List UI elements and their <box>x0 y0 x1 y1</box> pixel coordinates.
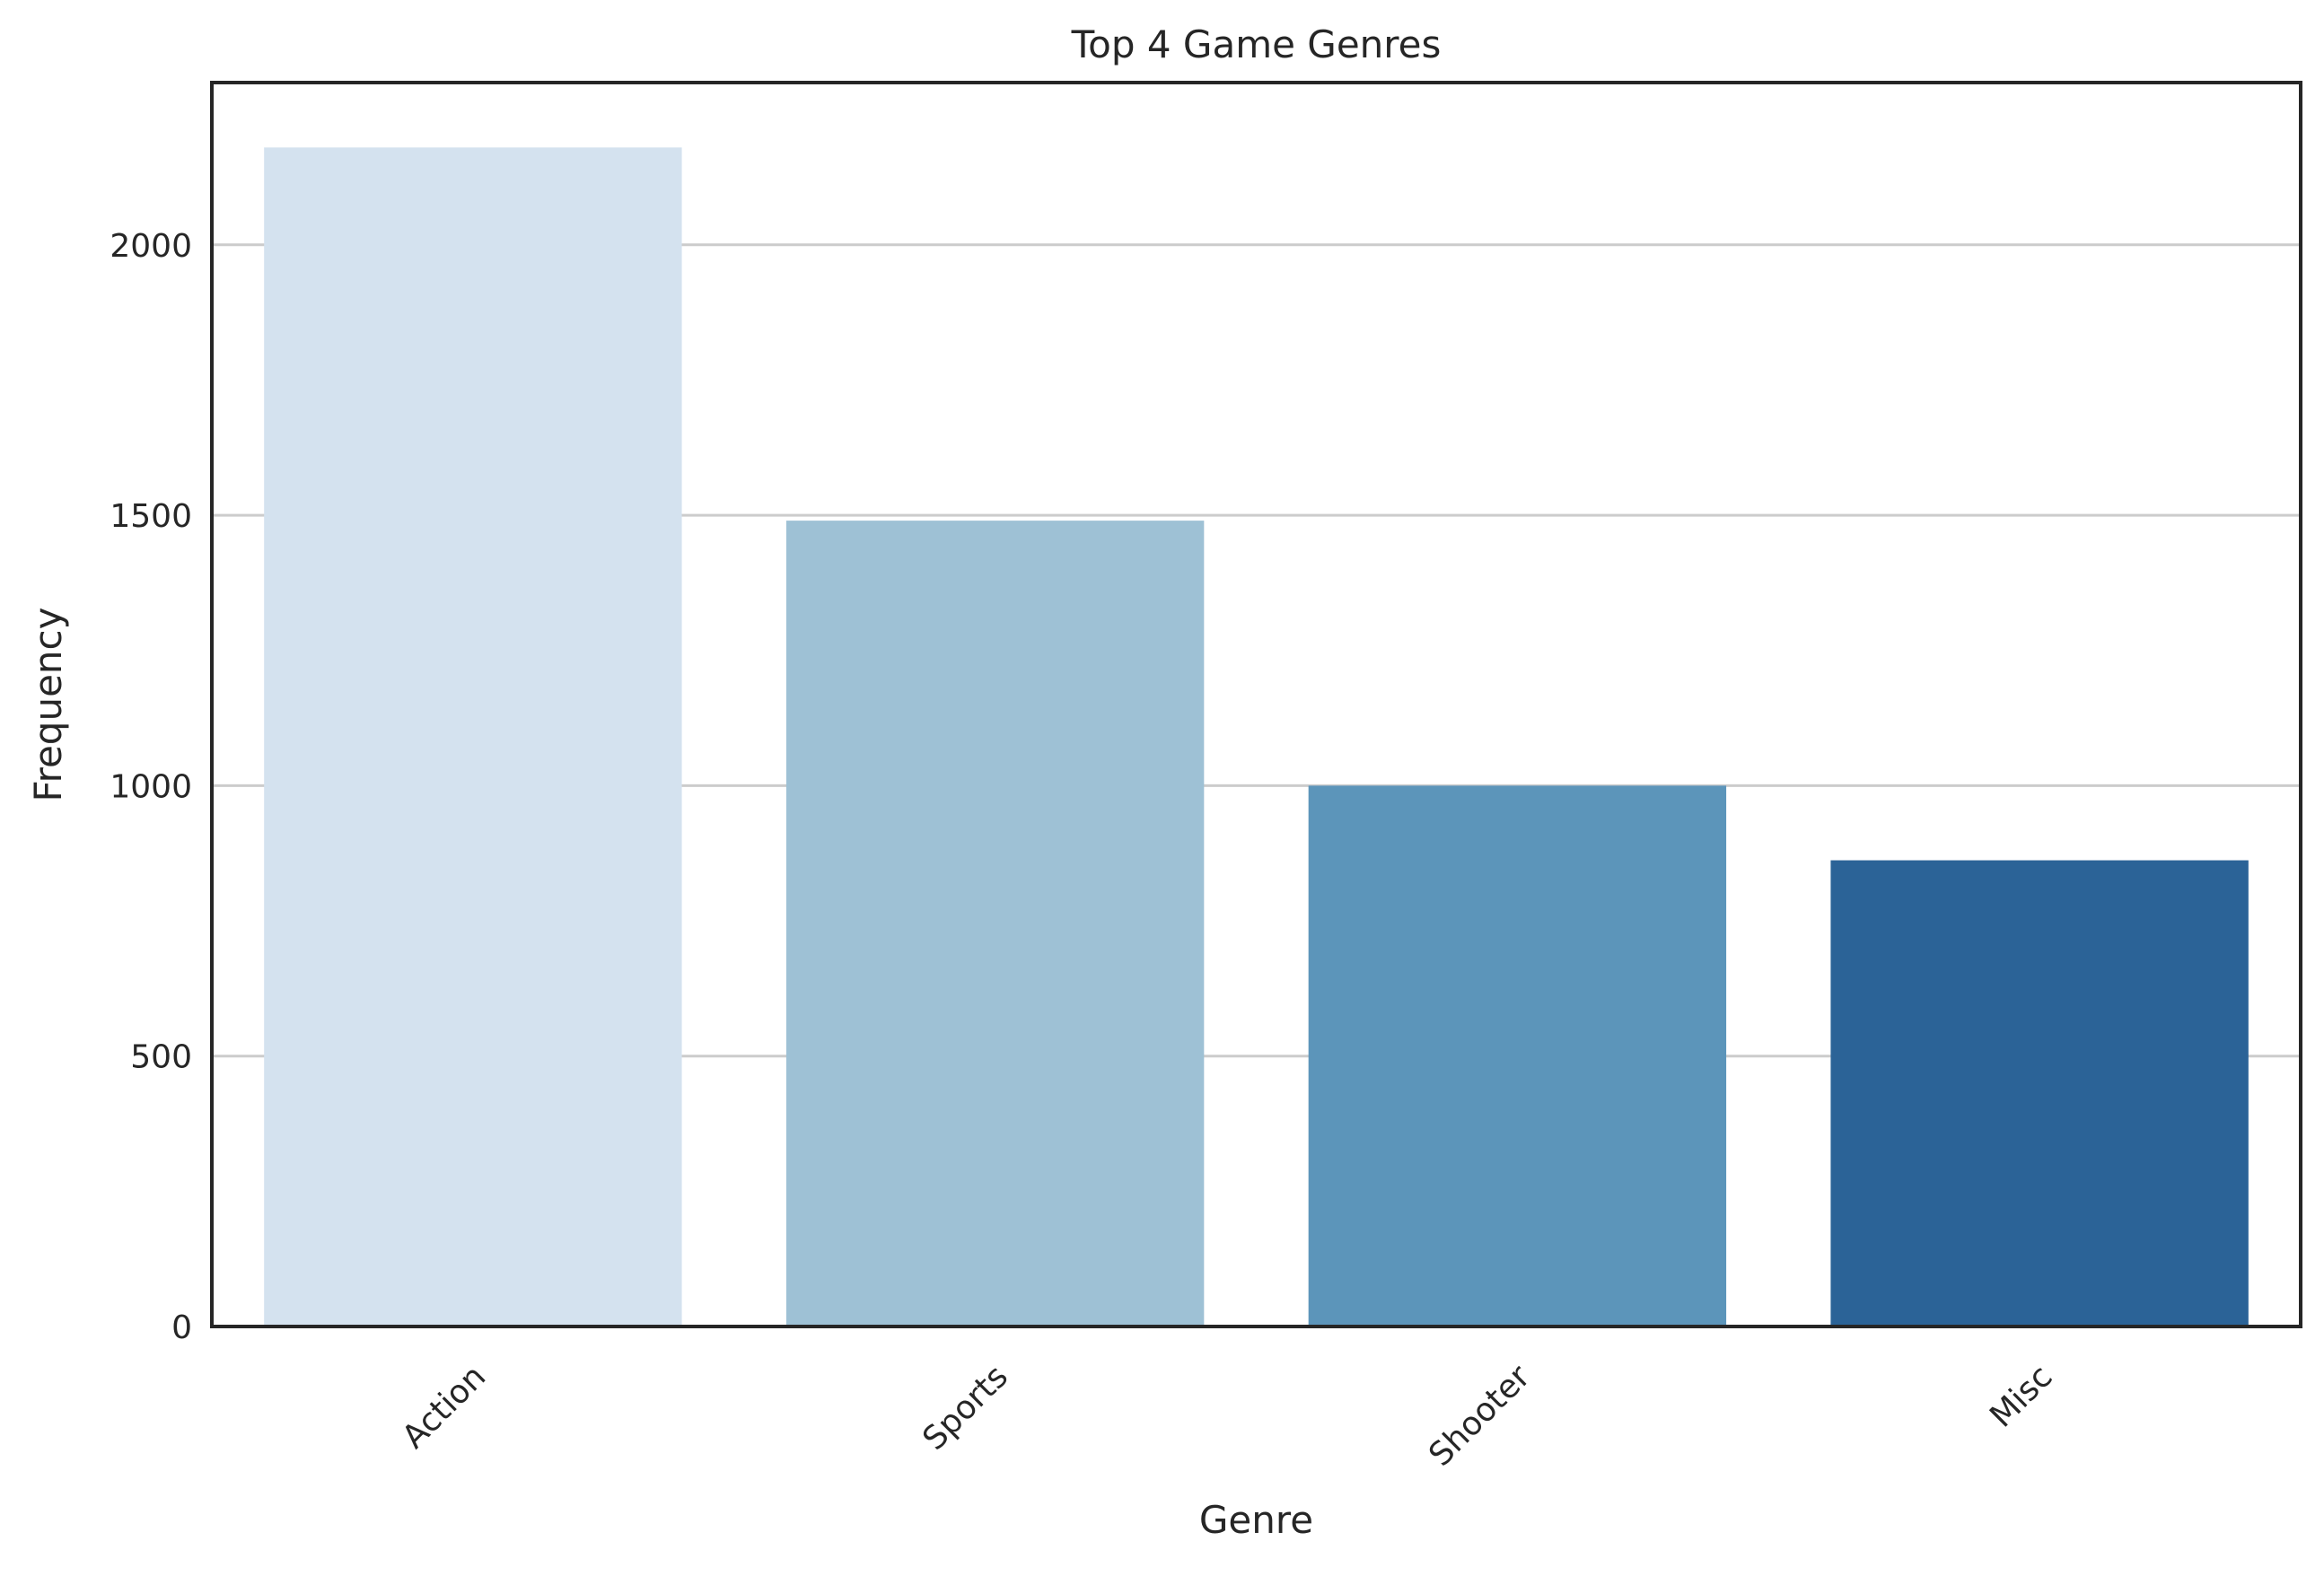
y-tick-label: 1000 <box>110 768 192 805</box>
x-tick-label: Action <box>396 1358 494 1456</box>
bars <box>264 147 2249 1327</box>
x-axis-ticks: Action Sports Shooter Misc <box>396 1358 2060 1474</box>
y-axis-label: Frequency <box>26 608 70 802</box>
x-tick-label: Sports <box>916 1358 1015 1458</box>
chart-title: Top 4 Game Genres <box>1071 22 1442 66</box>
y-tick-label: 1500 <box>110 498 192 535</box>
x-tick-label: Shooter <box>1422 1358 1538 1474</box>
y-tick-label: 2000 <box>110 228 192 265</box>
y-tick-label: 0 <box>171 1309 192 1346</box>
bar-shooter <box>1308 785 1727 1326</box>
bar-action <box>264 147 682 1327</box>
y-axis-ticks: 0 500 1000 1500 2000 <box>110 228 192 1346</box>
y-tick-label: 500 <box>130 1039 192 1076</box>
x-tick-label: Misc <box>1983 1358 2059 1434</box>
x-axis-label: Genre <box>1199 1498 1313 1542</box>
bar-misc <box>1830 860 2249 1326</box>
bar-sports <box>785 521 1205 1326</box>
plot-frame <box>210 81 2302 1328</box>
